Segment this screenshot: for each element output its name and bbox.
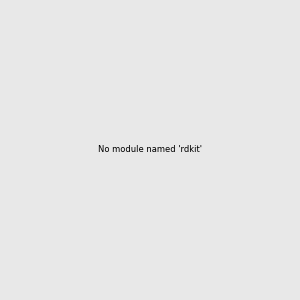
Text: No module named 'rdkit': No module named 'rdkit' <box>98 146 202 154</box>
